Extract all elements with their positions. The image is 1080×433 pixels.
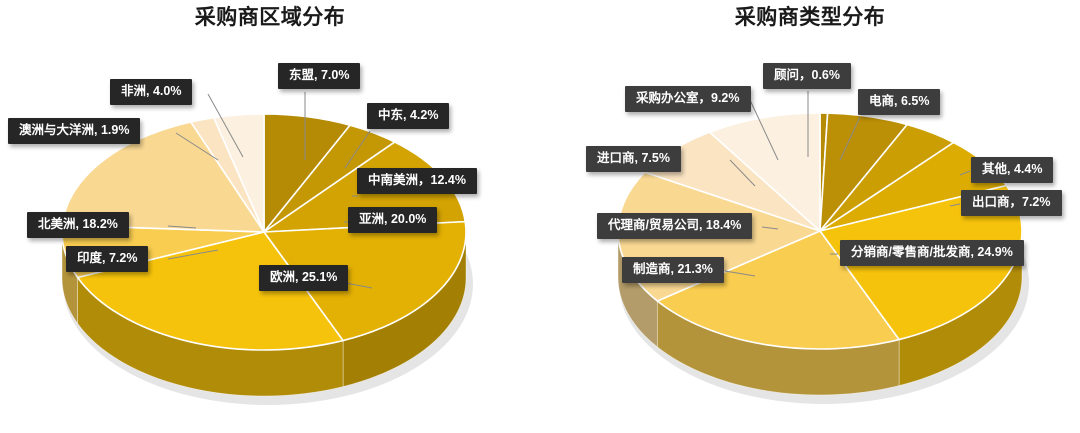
pie-data-label: 电商, 6.5% bbox=[858, 89, 941, 115]
chart-panel-region: 采购商区域分布 东盟, 7.0% 中东, 4.2% 中南美洲，12.4% 亚洲, 20… bbox=[8, 6, 477, 405]
pie-slice[interactable] bbox=[708, 112, 821, 232]
pie-slice[interactable] bbox=[263, 220, 467, 342]
pie-data-label: 代理商/贸易公司, 18.4% bbox=[597, 213, 753, 239]
pie-data-label: 亚洲, 20.0% bbox=[348, 207, 438, 233]
pie-data-label: 北美洲, 18.2% bbox=[27, 212, 129, 238]
pie-data-label: 中东, 4.2% bbox=[367, 103, 450, 129]
pie-data-label: 采购办公室，9.2% bbox=[625, 86, 751, 112]
pie-data-label: 进口商, 7.5% bbox=[586, 146, 681, 172]
pie-data-label: 分销商/零售商/批发商, 24.9% bbox=[840, 240, 1024, 266]
pie-labels-region: 东盟, 7.0% 中东, 4.2% 中南美洲，12.4% 亚洲, 20.0% 欧洲, 2… bbox=[8, 63, 477, 291]
pie-data-label: 顾问，0.6% bbox=[763, 63, 851, 89]
pie-labels-type: 顾问，0.6% 电商, 6.5% 其他, 4.4% 出口商，7.2% 分销商/零售商/批… bbox=[540, 0, 1080, 433]
pie-data-label: 欧洲, 25.1% bbox=[259, 265, 349, 291]
pie-data-label: 其他, 4.4% bbox=[971, 157, 1054, 183]
pie-slice[interactable] bbox=[656, 230, 900, 350]
pie-data-label: 非洲, 4.0% bbox=[110, 79, 193, 105]
chart-title-region: 采购商区域分布 bbox=[194, 6, 346, 29]
chart-panel-type: 采购商类型分布 顾问，0.6% 电商, 6.5% 其他, 4.4% 出口商，7.2% 分… bbox=[540, 0, 1080, 433]
pie-data-label: 出口商，7.2% bbox=[961, 190, 1062, 216]
pie-slice[interactable] bbox=[212, 113, 265, 233]
chart-title-type: 采购商类型分布 bbox=[734, 6, 886, 29]
pie-data-label: 印度, 7.2% bbox=[66, 246, 149, 272]
pie-data-label: 东盟, 7.0% bbox=[278, 63, 361, 89]
pie-data-label: 中南美洲，12.4% bbox=[357, 168, 477, 194]
pie-data-label: 澳洲与大洋洲, 1.9% bbox=[8, 118, 141, 144]
pie-data-label: 制造商, 21.3% bbox=[622, 257, 724, 283]
pie-slice[interactable] bbox=[61, 121, 265, 233]
